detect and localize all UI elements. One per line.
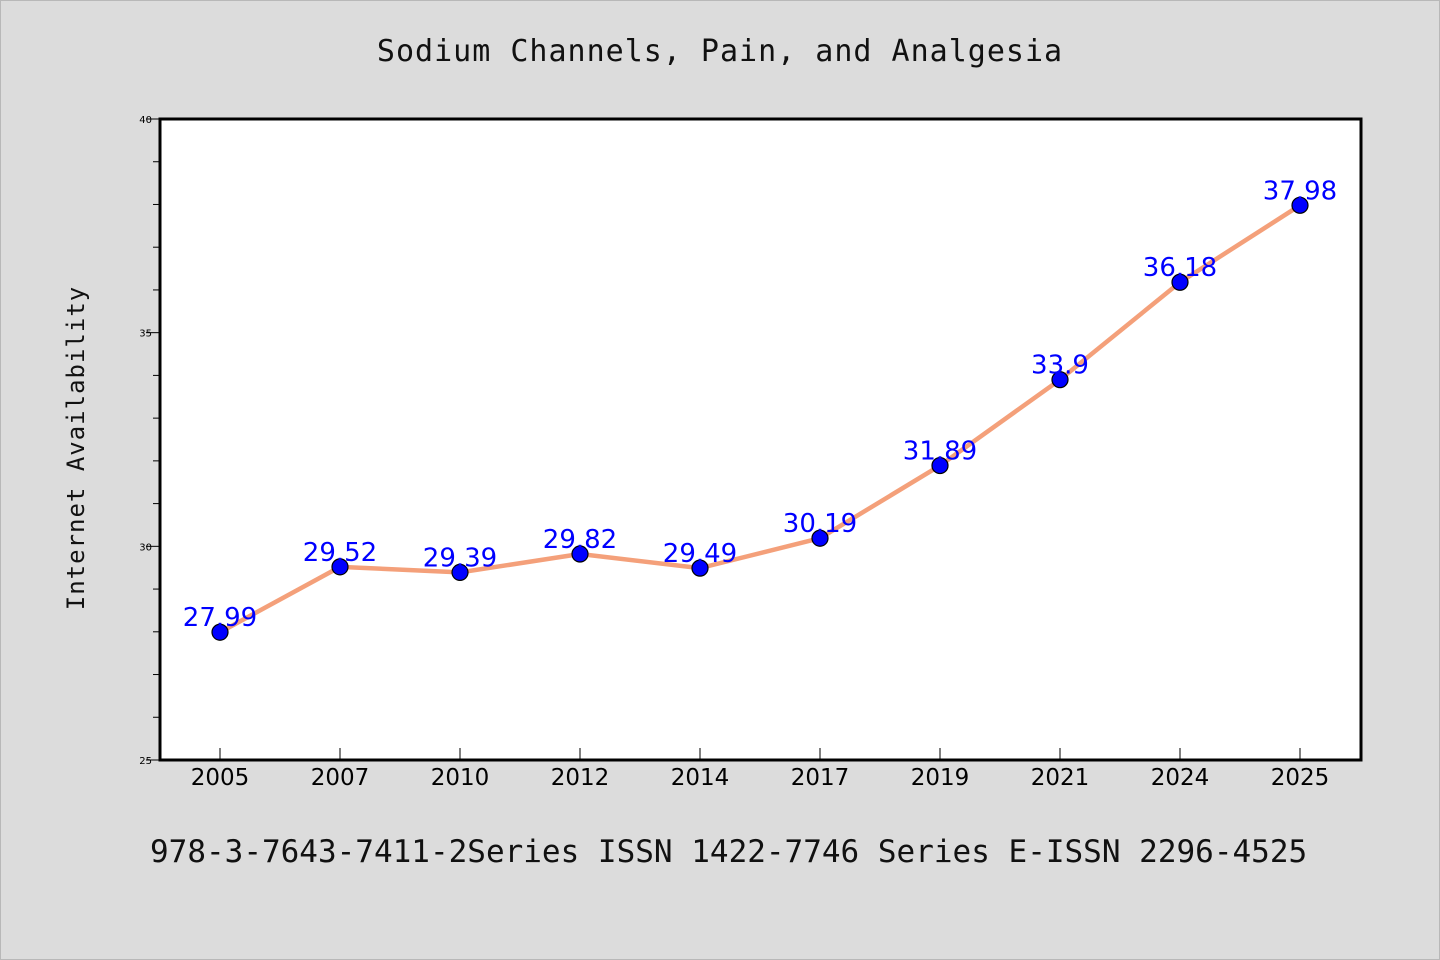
data-label: 27.99 <box>183 603 257 633</box>
data-point <box>211 623 229 641</box>
data-point <box>451 563 469 582</box>
x-tick-label: 2017 <box>791 765 850 791</box>
data-point <box>1051 371 1069 389</box>
data-label: 29.49 <box>663 539 737 569</box>
data-label: 37.98 <box>1263 176 1337 206</box>
y-tick-label: 25 <box>139 756 152 767</box>
series-line <box>217 203 1303 635</box>
data-point <box>1171 273 1189 291</box>
y-tick-label: 40 <box>139 115 152 126</box>
data-label: 30.19 <box>783 509 857 539</box>
data-point <box>691 559 709 577</box>
x-tick-label: 2025 <box>1271 765 1330 791</box>
plot-area <box>158 117 1363 762</box>
data-label: 29.52 <box>303 538 377 568</box>
data-label: 31.89 <box>903 437 977 467</box>
x-tick-label: 2010 <box>431 765 490 791</box>
x-tick-label: 2019 <box>911 765 970 791</box>
y-tick-label: 30 <box>139 542 152 553</box>
data-label: 29.82 <box>543 525 617 555</box>
x-tick-label: 2021 <box>1031 765 1090 791</box>
y-axis: 25 30 35 40 <box>139 115 160 767</box>
data-point <box>1291 196 1309 214</box>
data-label: 36.18 <box>1143 253 1217 283</box>
footer-note: 978-3-7643-7411-2Series ISSN 1422-7746 S… <box>150 834 1308 870</box>
data-point <box>571 545 589 563</box>
x-tick-label: 2012 <box>551 765 610 791</box>
data-point <box>331 558 349 576</box>
x-tick-label: 2007 <box>311 765 370 791</box>
y-tick-label: 35 <box>139 329 152 340</box>
x-tick-label: 2005 <box>191 765 250 791</box>
data-label: 33.9 <box>1031 351 1089 381</box>
data-labels: 27.99 29.52 29.39 29.82 29.49 30.19 31.89 33.9 3… <box>183 176 1337 633</box>
x-axis: 2005 2007 2010 2012 2014 2017 2019 2021 2024 2025 <box>191 748 1330 791</box>
series-layer <box>211 196 1309 641</box>
data-point <box>811 529 829 547</box>
data-label: 29.39 <box>423 543 497 573</box>
chart-title: Sodium Channels, Pain, and Analgesia <box>376 34 1064 69</box>
x-tick-label: 2014 <box>671 765 730 791</box>
x-tick-label: 2024 <box>1151 765 1210 791</box>
data-point <box>931 456 949 475</box>
